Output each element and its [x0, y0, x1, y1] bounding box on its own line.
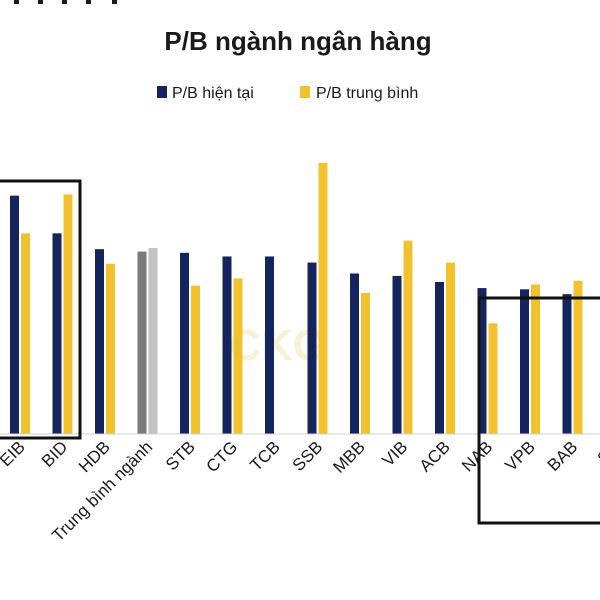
bar-average-CTG: [233, 278, 243, 434]
tick-label-ACB: ACB: [416, 437, 454, 475]
bar-average-STB: [191, 285, 200, 434]
tick-label-BID: BID: [38, 437, 71, 470]
legend: P/B hiện tại P/B trung bình: [157, 85, 418, 102]
bar-current-CTG: [222, 256, 232, 434]
tick-label-VIB: VIB: [379, 437, 412, 470]
tick-label-NAB: NAB: [458, 437, 496, 475]
cropped-top-marks: [14, 0, 117, 4]
bar-current-BID: [52, 233, 62, 434]
bar-current-EIB: [10, 195, 19, 434]
bar-current-Trung bình ngành: [137, 251, 147, 434]
bar-current-ACB: [435, 282, 444, 434]
bar-current-TCB: [265, 256, 274, 434]
tick-label-MBB: MBB: [329, 437, 368, 476]
highlight-boxes: [0, 179, 600, 525]
tick-label-SSB: SSB: [289, 437, 326, 474]
legend-swatch-0: [157, 86, 167, 98]
bar-average-ACB: [446, 262, 455, 434]
bar-average-BAB: [573, 280, 583, 434]
tick-label-HDB: HDB: [75, 437, 114, 476]
bars: [10, 162, 583, 434]
bar-average-NAB: [488, 323, 498, 434]
tick-label-CTG: CTG: [203, 437, 242, 476]
bar-current-VPB: [520, 289, 529, 434]
highlight-box-1: [477, 296, 600, 525]
bar-average-MBB: [361, 292, 370, 434]
bar-current-STB: [180, 252, 189, 434]
bar-average-HDB: [106, 263, 115, 434]
bar-current-BAB: [562, 294, 572, 434]
legend-label-1: P/B trung bình: [316, 85, 418, 102]
chart-title: P/B ngành ngân hàng: [164, 26, 431, 56]
bar-current-MBB: [350, 273, 359, 434]
tick-label-STB: STB: [162, 437, 199, 474]
bar-current-HDB: [95, 249, 104, 434]
tick-label-SH: SH: [594, 437, 600, 467]
tick-label-BAB: BAB: [544, 437, 581, 474]
bar-average-SSB: [318, 162, 328, 434]
bar-current-VIB: [392, 275, 402, 434]
highlight-box-0: [0, 179, 82, 440]
tick-label-TCB: TCB: [246, 437, 283, 474]
bar-average-VIB: [403, 240, 413, 434]
legend-swatch-1: [300, 86, 310, 98]
legend-label-0: P/B hiện tại: [172, 85, 254, 102]
bar-current-NAB: [477, 288, 487, 434]
bar-average-Trung bình ngành: [148, 247, 158, 434]
tick-label-VPB: VPB: [501, 437, 538, 474]
tick-label-EIB: EIB: [0, 437, 29, 470]
bar-current-SSB: [307, 262, 317, 434]
bar-average-VPB: [531, 284, 540, 434]
bar-average-BID: [63, 194, 73, 434]
bar-average-EIB: [21, 233, 30, 434]
